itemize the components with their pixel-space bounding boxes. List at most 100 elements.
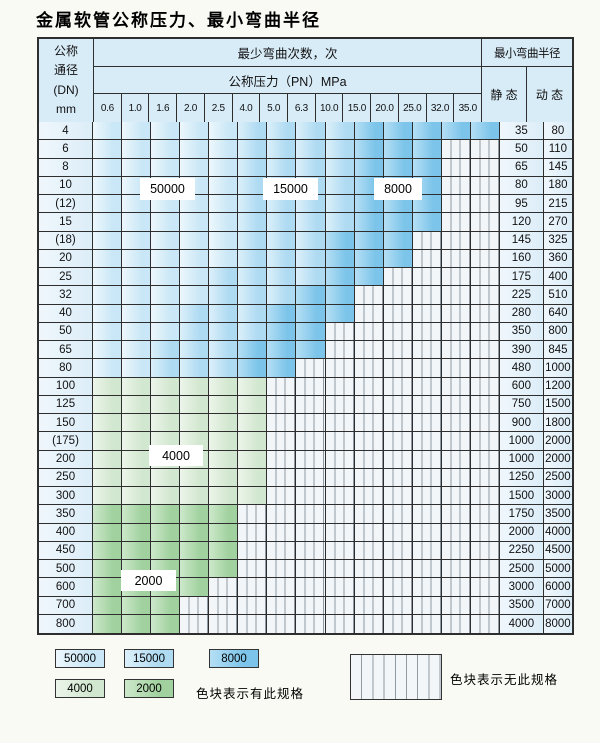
spec-cell-none [354, 395, 384, 413]
spec-cell-none [441, 578, 471, 596]
spec-cell-4000 [122, 414, 152, 432]
table-row: 125 750 1500 [39, 395, 572, 414]
spec-cell-50000 [151, 231, 181, 249]
table-row: 25 175 400 [39, 268, 572, 287]
pressure-column-header: 15.0 [343, 94, 372, 122]
static-cell: 3000 [499, 578, 544, 596]
spec-cell-none [267, 523, 297, 541]
static-cell: 4000 [499, 614, 544, 633]
spec-cell-none [470, 377, 500, 395]
spec-cell-none [470, 176, 500, 194]
static-cell: 95 [499, 195, 544, 213]
spec-cell-none [325, 614, 355, 633]
spec-cell-none [470, 249, 500, 267]
dn-cell: 800 [39, 614, 93, 633]
spec-cell-2000 [122, 523, 152, 541]
spec-cell-15000 [238, 231, 268, 249]
spec-cell-none [383, 468, 413, 486]
dynamic-cell: 325 [543, 231, 572, 249]
spec-cell-none [470, 213, 500, 231]
spec-cell-none [354, 341, 384, 359]
spec-cell-none [441, 359, 471, 377]
table-header: 公称 通径 (DN) mm 最少弯曲次数，次 公称压力（PN）MPa 0.6 1.… [39, 39, 572, 122]
spec-cell-none [383, 286, 413, 304]
spec-cell-2000 [209, 560, 239, 578]
spec-cell-none [470, 596, 500, 614]
spec-cell-none [441, 505, 471, 523]
spec-cell-none [441, 304, 471, 322]
dn-header-line: 公称 [53, 44, 78, 59]
spec-cell-15000 [238, 286, 268, 304]
spec-cell-50000 [180, 140, 210, 158]
dynamic-cell: 640 [543, 304, 572, 322]
spec-cell-none [441, 176, 471, 194]
spec-cell-none [412, 322, 442, 340]
table-row: 500 2500 5000 [39, 560, 572, 579]
spec-cell-2000 [180, 523, 210, 541]
spec-cell-15000 [325, 213, 355, 231]
spec-cell-none [180, 596, 210, 614]
spec-cell-50000 [93, 268, 123, 286]
pressure-column-header: 6.3 [288, 94, 316, 122]
spec-cell-none [267, 487, 297, 505]
pressure-column-header: 1.6 [149, 94, 178, 122]
spec-cell-15000 [238, 140, 268, 158]
spec-cell-15000 [209, 304, 239, 322]
spec-cell-50000 [93, 304, 123, 322]
dynamic-cell: 2500 [543, 468, 572, 486]
spec-cell-none [296, 487, 326, 505]
spec-cell-50000 [93, 213, 123, 231]
static-cell: 480 [499, 359, 544, 377]
spec-cell-none [354, 432, 384, 450]
spec-cell-none [412, 487, 442, 505]
spec-cell-2000 [122, 541, 152, 559]
spec-cell-none [412, 468, 442, 486]
spec-cell-none [470, 359, 500, 377]
spec-cell-50000 [180, 231, 210, 249]
static-cell: 35 [499, 122, 544, 140]
spec-cell-none [325, 560, 355, 578]
spec-cell-2000 [180, 578, 210, 596]
spec-cell-none [267, 414, 297, 432]
static-cell: 1500 [499, 487, 544, 505]
spec-cell-8000 [412, 122, 442, 140]
dynamic-column-header: 动 态 [535, 88, 564, 102]
spec-cell-none [412, 450, 442, 468]
dn-cell: (18) [39, 231, 93, 249]
spec-cell-none [267, 578, 297, 596]
spec-cell-50000 [151, 122, 181, 140]
table-row: 40 280 640 [39, 304, 572, 323]
dynamic-cell: 215 [543, 195, 572, 213]
pressure-column-header: 20.0 [371, 94, 399, 122]
spec-cell-50000 [151, 158, 181, 176]
spec-cell-15000 [267, 286, 297, 304]
table-row: 15 120 270 [39, 213, 572, 232]
spec-cell-4000 [238, 414, 268, 432]
spec-cell-none [267, 377, 297, 395]
dn-cell: 350 [39, 505, 93, 523]
spec-cell-none [412, 523, 442, 541]
spec-cell-none [267, 596, 297, 614]
spec-cell-8000 [267, 341, 297, 359]
spec-cell-none [470, 341, 500, 359]
spec-cell-none [354, 614, 384, 633]
spec-cell-2000 [93, 560, 123, 578]
pressure-column-header: 4.0 [233, 94, 261, 122]
spec-cell-4000 [180, 395, 210, 413]
spec-cell-8000 [354, 231, 384, 249]
static-cell: 50 [499, 140, 544, 158]
spec-cell-50000 [180, 286, 210, 304]
spec-cell-15000 [209, 341, 239, 359]
dn-cell: 40 [39, 304, 93, 322]
spec-cell-50000 [151, 249, 181, 267]
spec-cell-15000 [296, 213, 326, 231]
spec-cell-none [470, 158, 500, 176]
dn-cell: 300 [39, 487, 93, 505]
spec-cell-2000 [209, 523, 239, 541]
spec-cell-4000 [238, 468, 268, 486]
legend-no-spec-box [350, 654, 442, 700]
dn-cell: 450 [39, 541, 93, 559]
spec-cell-50000 [93, 249, 123, 267]
legend-has-spec-text: 色块表示有此规格 [196, 687, 305, 701]
spec-cell-none [383, 487, 413, 505]
